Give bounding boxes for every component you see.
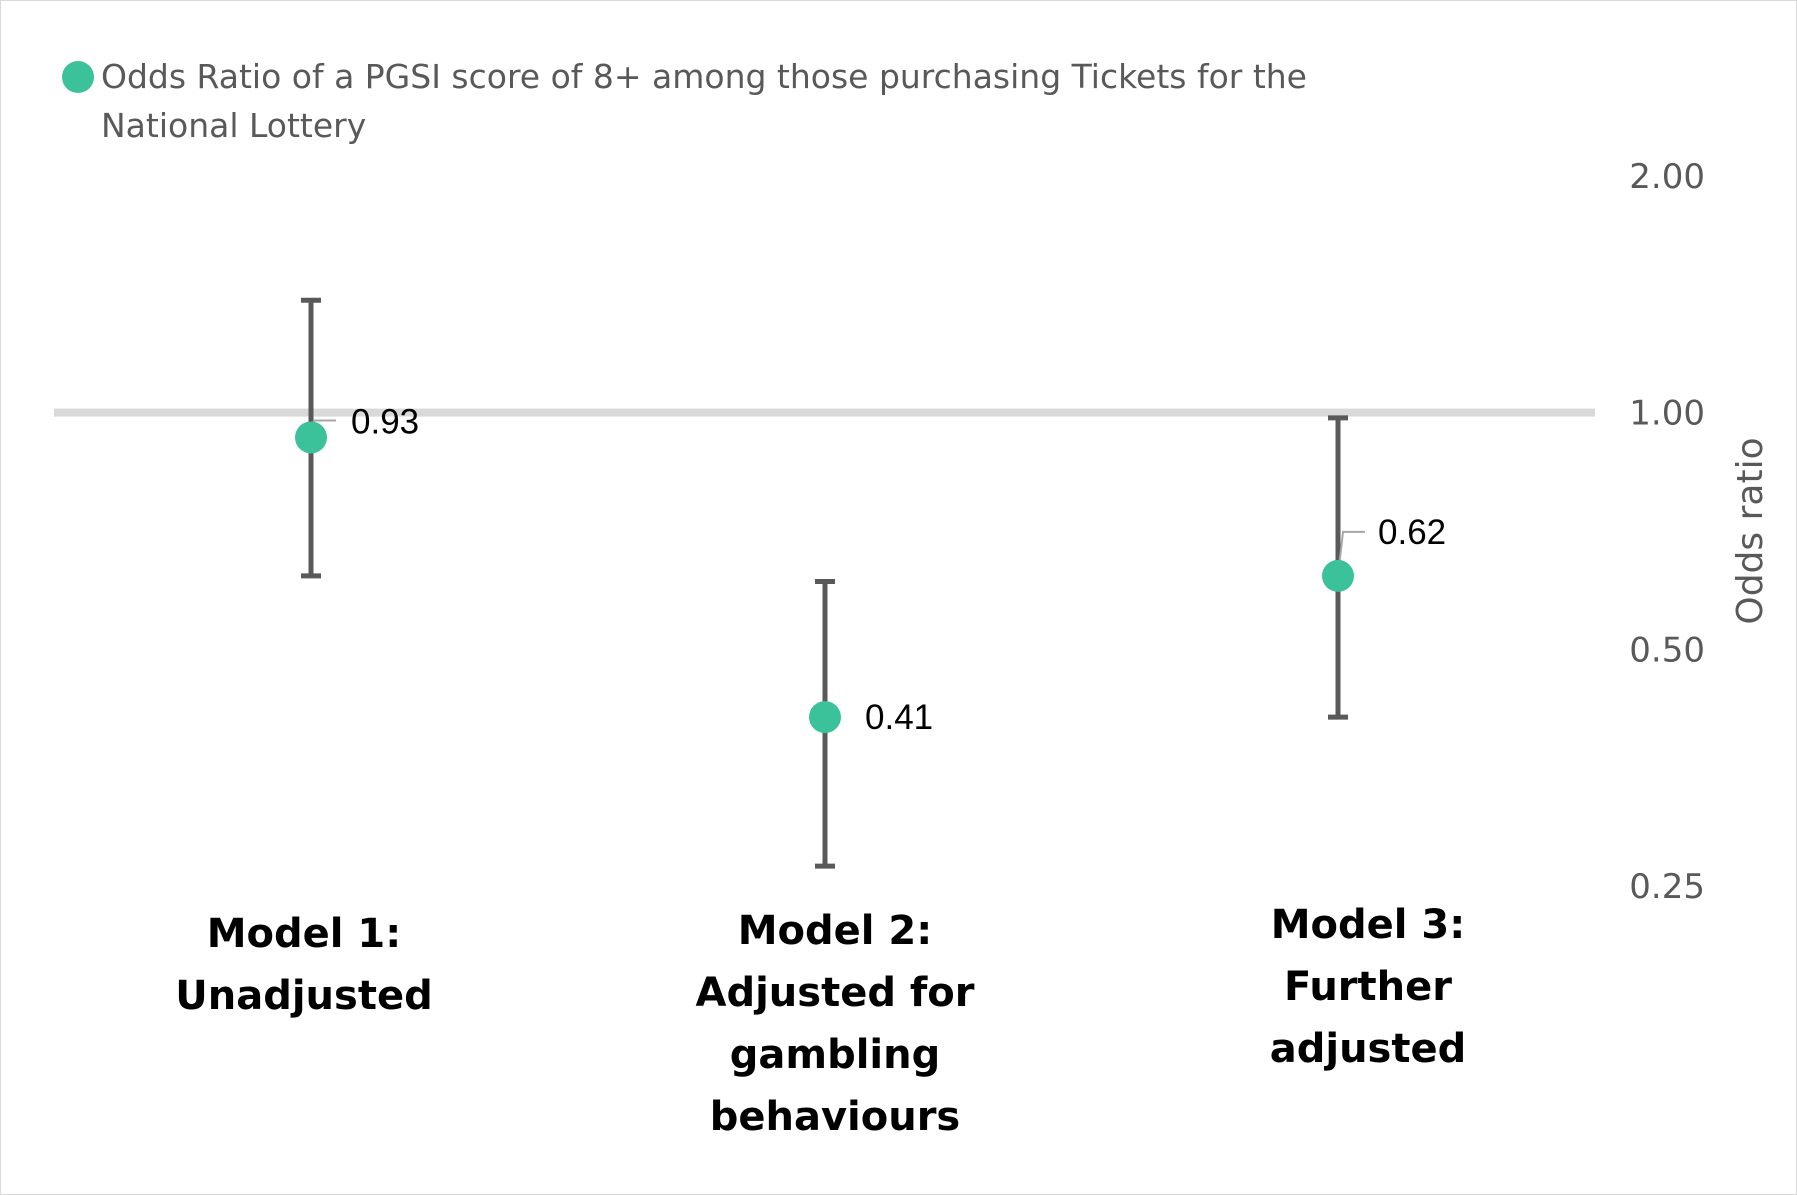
y-tick-label: 0.25	[1629, 867, 1705, 907]
category-label: Model 2: Adjusted for gambling behaviours	[695, 908, 974, 1140]
y-axis: 0.25 0.50 1.00 2.00 Odds ratio	[1629, 157, 1771, 907]
data-point-marker	[1322, 559, 1354, 592]
legend: Odds Ratio of a PGSI score of 8+ among t…	[62, 57, 1307, 145]
data-point-group: 0.93	[295, 297, 419, 579]
data-point-marker	[295, 421, 327, 454]
data-label: 0.41	[865, 698, 933, 737]
legend-marker	[62, 61, 94, 93]
y-tick-label: 0.50	[1629, 630, 1705, 670]
data-point-group: 0.62	[1322, 415, 1446, 720]
category-labels: Model 1: Unadjusted Model 2: Adjusted for ga…	[175, 902, 1466, 1140]
series-layer: 0.93 0.41 0.62	[295, 297, 1446, 869]
data-point-group: 0.41	[809, 578, 933, 869]
category-label: Model 1: Unadjusted	[175, 911, 432, 1019]
data-label: 0.93	[351, 402, 419, 441]
y-tick-label: 2.00	[1629, 157, 1705, 197]
category-label: Model 3: Further adjusted	[1270, 902, 1467, 1072]
legend-entry: Odds Ratio of a PGSI score of 8+ among t…	[101, 57, 1307, 145]
y-tick-label: 1.00	[1629, 394, 1705, 434]
data-label: 0.62	[1378, 513, 1446, 552]
data-point-marker	[809, 701, 841, 734]
y-axis-title: Odds ratio	[1730, 437, 1771, 624]
